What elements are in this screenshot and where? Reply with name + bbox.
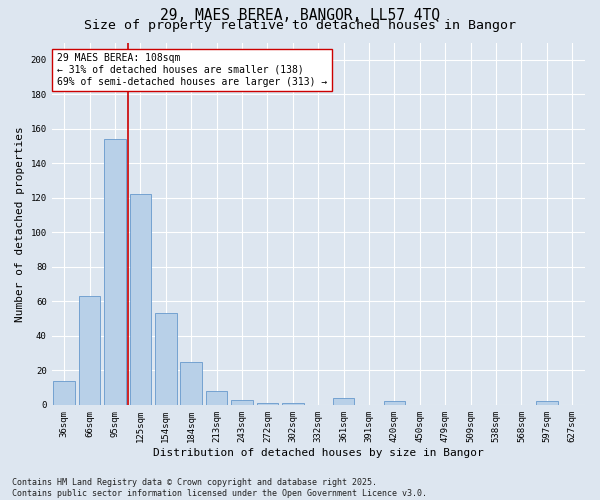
- Bar: [231, 400, 253, 405]
- Text: Size of property relative to detached houses in Bangor: Size of property relative to detached ho…: [84, 19, 516, 32]
- Text: Contains HM Land Registry data © Crown copyright and database right 2025.
Contai: Contains HM Land Registry data © Crown c…: [12, 478, 427, 498]
- Bar: [282, 403, 304, 405]
- Bar: [536, 402, 557, 405]
- Bar: [155, 314, 176, 405]
- Bar: [257, 403, 278, 405]
- Bar: [104, 139, 126, 405]
- Bar: [79, 296, 100, 405]
- Text: 29 MAES BEREA: 108sqm
← 31% of detached houses are smaller (138)
69% of semi-det: 29 MAES BEREA: 108sqm ← 31% of detached …: [57, 54, 327, 86]
- X-axis label: Distribution of detached houses by size in Bangor: Distribution of detached houses by size …: [153, 448, 484, 458]
- Text: 29, MAES BEREA, BANGOR, LL57 4TQ: 29, MAES BEREA, BANGOR, LL57 4TQ: [160, 8, 440, 22]
- Bar: [181, 362, 202, 405]
- Bar: [53, 380, 75, 405]
- Y-axis label: Number of detached properties: Number of detached properties: [15, 126, 25, 322]
- Bar: [130, 194, 151, 405]
- Bar: [333, 398, 355, 405]
- Bar: [206, 391, 227, 405]
- Bar: [383, 402, 405, 405]
